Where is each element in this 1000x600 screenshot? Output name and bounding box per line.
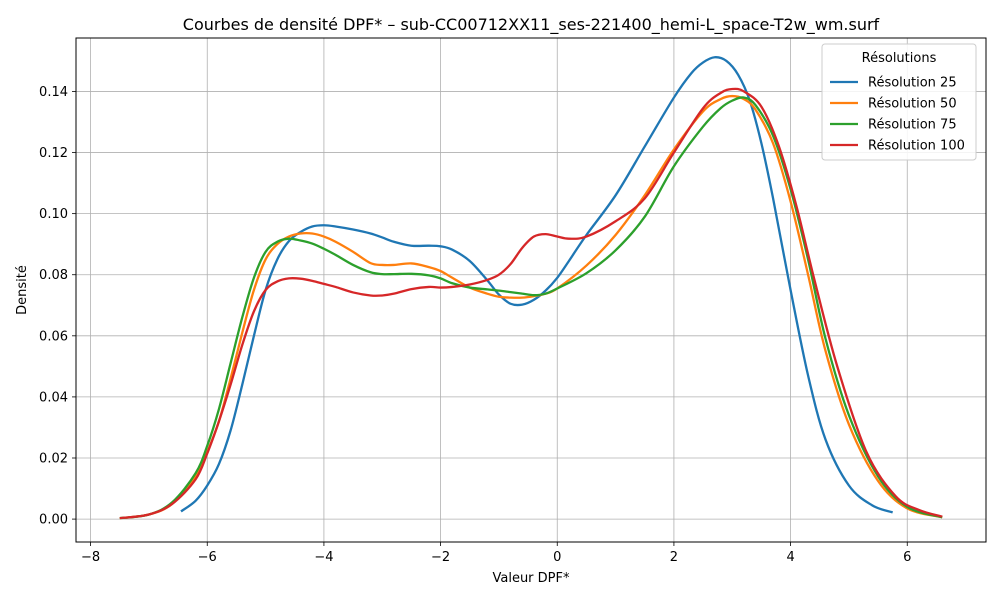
series-lines — [119, 56, 943, 520]
x-tick-label: 6 — [903, 550, 911, 565]
x-tick-label: 4 — [786, 550, 794, 565]
legend-label-3: Résolution 75 — [868, 118, 957, 133]
y-tick-label: 0.06 — [39, 329, 68, 344]
legend-title: Résolutions — [862, 51, 937, 66]
y-tick-label: 0.02 — [39, 452, 68, 467]
chart-title: Courbes de densité DPF* – sub-CC00712XX1… — [183, 15, 880, 35]
x-tick-label: −2 — [431, 550, 450, 565]
legend-label-4: Résolution 100 — [868, 139, 965, 154]
y-tick-label: 0.08 — [39, 268, 68, 283]
y-tick-label: 0.12 — [39, 146, 68, 161]
legend-label-2: Résolution 50 — [868, 97, 957, 112]
y-tick-label: 0.04 — [39, 390, 68, 405]
y-tick-label: 0.00 — [39, 513, 68, 528]
y-tick-label: 0.14 — [39, 85, 68, 100]
x-tick-label: −6 — [198, 550, 217, 565]
y-axis-label: Densité — [15, 265, 30, 315]
series-line-4 — [119, 87, 943, 520]
x-tick-label: 2 — [670, 550, 678, 565]
x-tick-label: −4 — [314, 550, 333, 565]
legend-box — [821, 43, 977, 161]
legend-label-1: Résolution 25 — [868, 76, 957, 91]
legend-items: Résolution 25 Résolution 50 Résolution 75 R… — [830, 76, 965, 154]
y-tick-label: 0.10 — [39, 207, 68, 222]
plot-frame — [75, 37, 987, 543]
x-axis-label: Valeur DPF* — [492, 571, 570, 586]
axis-ticks: −8 −6 −4 −2 0 2 4 6 0.00 0.02 0.04 0.06 0.08 0.10 0.12… — [39, 85, 911, 565]
x-tick-label: 0 — [553, 550, 561, 565]
series-line-3 — [119, 96, 943, 520]
x-tick-label: −8 — [81, 550, 100, 565]
